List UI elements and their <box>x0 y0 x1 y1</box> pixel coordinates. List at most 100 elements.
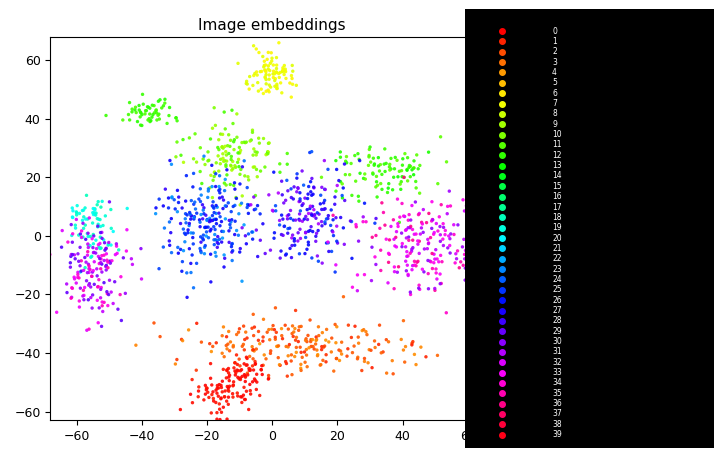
Point <box>193 196 205 203</box>
Point <box>65 259 76 266</box>
Point <box>90 209 102 217</box>
Point <box>384 236 395 244</box>
Point <box>352 354 363 361</box>
Point <box>213 393 224 400</box>
Point <box>198 236 209 244</box>
Point <box>221 366 233 373</box>
Point <box>219 187 231 194</box>
Point <box>217 131 229 138</box>
Point <box>304 344 315 351</box>
Point <box>96 228 107 236</box>
Point <box>234 144 245 151</box>
Point <box>236 163 248 170</box>
Point <box>278 62 290 69</box>
Point <box>364 143 376 151</box>
Point <box>408 164 420 171</box>
Point <box>404 162 415 169</box>
Point <box>260 355 272 362</box>
Point <box>94 245 106 252</box>
Point <box>216 228 228 235</box>
Point <box>208 223 219 230</box>
Point <box>335 149 346 156</box>
Point <box>216 193 228 201</box>
Point <box>398 317 410 324</box>
Point <box>280 75 292 82</box>
Point <box>434 223 446 230</box>
Point <box>68 275 80 282</box>
Point <box>281 150 293 157</box>
Point <box>318 206 329 213</box>
Point <box>330 261 342 269</box>
Point <box>350 221 362 228</box>
Point <box>265 49 277 57</box>
Point <box>267 322 279 329</box>
Point <box>442 203 454 210</box>
Point <box>341 352 353 360</box>
Point <box>234 170 246 178</box>
Point <box>305 338 317 345</box>
Point <box>96 260 107 268</box>
Point <box>289 242 301 249</box>
Point <box>258 351 270 359</box>
Point <box>356 367 368 374</box>
Point <box>312 227 324 234</box>
Point <box>87 291 98 298</box>
Point <box>253 49 265 56</box>
Point <box>127 261 138 268</box>
Point <box>332 182 343 189</box>
Point <box>307 191 319 198</box>
Point <box>212 144 224 151</box>
Point <box>234 367 246 374</box>
Point <box>370 261 381 268</box>
Point <box>82 240 94 248</box>
Point <box>461 269 472 276</box>
Point <box>251 166 262 173</box>
Point <box>244 381 256 388</box>
Point <box>308 184 319 191</box>
Point <box>218 158 229 165</box>
Point <box>427 265 438 272</box>
Point <box>310 337 322 344</box>
Point <box>42 236 53 243</box>
Point <box>383 338 394 345</box>
Point <box>407 237 418 244</box>
Point <box>283 352 294 360</box>
Point <box>226 156 237 163</box>
Point <box>218 144 229 152</box>
Point <box>295 365 306 372</box>
Point <box>373 321 385 329</box>
Point <box>291 334 302 341</box>
Point <box>121 205 133 212</box>
Point <box>432 352 443 359</box>
Point <box>282 215 293 223</box>
Point <box>400 258 412 265</box>
Point <box>232 393 244 400</box>
Point <box>267 207 279 215</box>
Point <box>190 205 201 213</box>
Point <box>77 292 89 300</box>
Point <box>410 178 422 185</box>
Point <box>149 102 160 109</box>
Point <box>402 272 414 279</box>
Point <box>410 361 422 368</box>
Point <box>170 114 182 122</box>
Point <box>218 404 229 411</box>
Point <box>326 348 337 356</box>
Point <box>211 237 223 244</box>
Point <box>213 240 224 247</box>
Text: 25: 25 <box>552 285 562 294</box>
Point <box>363 153 375 160</box>
Point <box>245 201 257 208</box>
Point <box>199 161 211 168</box>
Text: 39: 39 <box>552 430 562 439</box>
Point <box>231 195 242 202</box>
Point <box>340 171 351 178</box>
Point <box>205 250 216 258</box>
Point <box>269 70 280 78</box>
Point <box>358 218 369 225</box>
Point <box>228 364 239 372</box>
Point <box>269 326 280 333</box>
Point <box>401 166 412 173</box>
Point <box>304 205 316 212</box>
Point <box>455 258 466 266</box>
